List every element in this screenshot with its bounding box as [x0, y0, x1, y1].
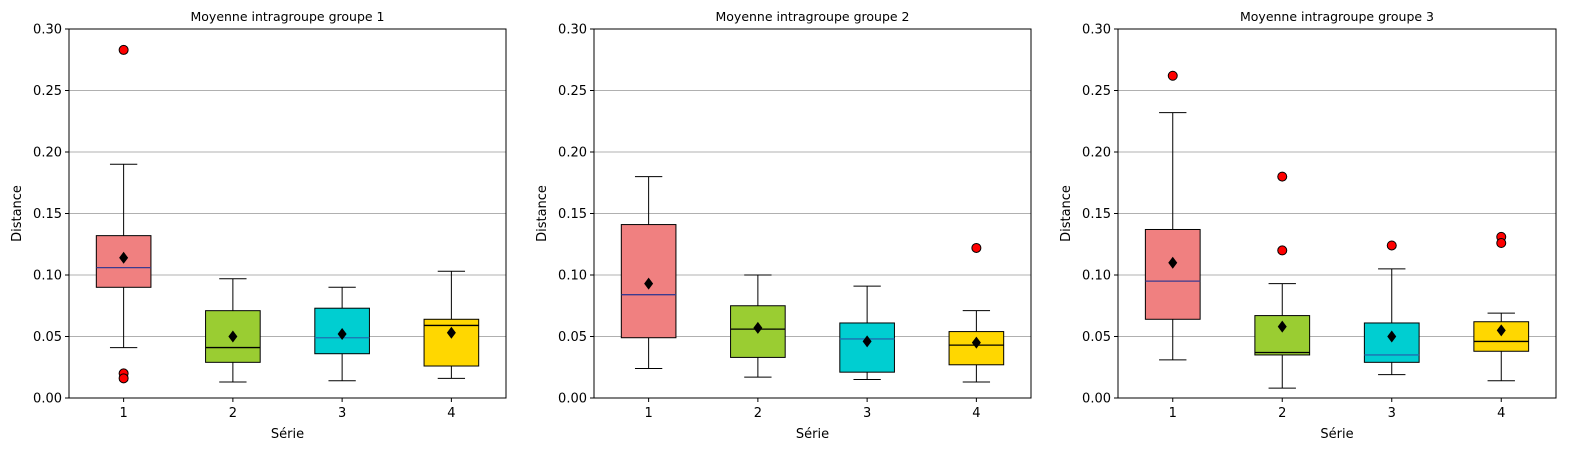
y-tick-label: 0.25	[33, 84, 62, 99]
y-tick-label: 0.00	[1082, 392, 1111, 407]
y-tick-label: 0.05	[558, 330, 587, 345]
y-axis-label: Distance	[10, 185, 25, 242]
box-series-4	[1473, 231, 1530, 382]
y-tick-label: 0.20	[558, 146, 587, 161]
box-series-1	[1144, 70, 1201, 361]
mean-marker	[1168, 256, 1178, 269]
outlier-point	[1277, 245, 1288, 256]
x-tick-label: 3	[1388, 406, 1396, 421]
x-tick-label: 2	[754, 406, 762, 421]
box-series-3	[839, 285, 895, 381]
y-tick-label: 0.30	[33, 23, 62, 38]
mean-marker	[862, 335, 872, 348]
mean-marker	[753, 321, 763, 334]
x-axis-label: Série	[271, 427, 304, 442]
box	[423, 318, 480, 367]
x-tick-label: 3	[338, 406, 346, 421]
outlier-point	[971, 242, 982, 253]
y-axis-label: Distance	[535, 185, 550, 242]
x-tick-label: 1	[119, 406, 127, 421]
box	[1144, 228, 1201, 320]
x-axis-label: Série	[796, 427, 829, 442]
y-tick-label: 0.10	[1082, 269, 1111, 284]
box	[839, 322, 895, 373]
chart-panel-3: 0.00 0.05 0.10 0.15 0.20 0.25 0.30 1 2 3 4 Moyenne …	[1059, 9, 1557, 442]
box-series-1	[95, 44, 152, 384]
x-tick-label: 1	[1169, 406, 1177, 421]
outlier-point	[1167, 70, 1178, 81]
mean-marker	[1496, 324, 1506, 337]
y-tick-label: 0.05	[33, 330, 62, 345]
outlier-point	[118, 44, 129, 55]
outlier-point	[1277, 171, 1288, 182]
x-axis-label: Série	[1320, 427, 1353, 442]
box-series-3	[1363, 240, 1420, 376]
y-tick-label: 0.15	[558, 207, 587, 222]
box	[1363, 322, 1420, 363]
mean-marker	[1277, 320, 1287, 333]
y-tick-label: 0.10	[33, 269, 62, 284]
outlier-point	[1386, 240, 1397, 251]
y-tick-label: 0.15	[33, 207, 62, 222]
chart-title: Moyenne intragroupe groupe 1	[190, 9, 384, 24]
y-tick-label: 0.10	[558, 269, 587, 284]
box-series-2	[730, 274, 786, 378]
y-tick-label: 0.00	[33, 392, 62, 407]
box-series-3	[314, 286, 370, 382]
y-tick-label: 0.30	[558, 23, 587, 38]
plot-frame	[1117, 28, 1557, 399]
y-tick-label: 0.05	[1082, 330, 1111, 345]
box-series-1	[620, 176, 677, 369]
y-axis-label: Distance	[1059, 185, 1074, 242]
box-series-4	[423, 270, 480, 379]
x-tick-label: 2	[1278, 406, 1286, 421]
mean-marker	[644, 277, 654, 290]
chart-panel-2: 0.00 0.05 0.10 0.15 0.20 0.25 0.30 1 2 3 4 Moyenne …	[535, 9, 1032, 442]
x-tick-label: 4	[447, 406, 455, 421]
mean-marker	[119, 251, 129, 264]
mean-marker	[337, 328, 347, 341]
y-tick-label: 0.20	[1082, 146, 1111, 161]
chart-panel-1: 0.00 0.05 0.10 0.15 0.20 0.25 0.30 1 2 3 4 Moyenne …	[10, 9, 507, 442]
mean-marker	[446, 326, 456, 339]
x-tick-label: 2	[229, 406, 237, 421]
box-series-4	[948, 242, 1005, 383]
plot-frame	[593, 28, 1032, 399]
box-series-2	[205, 278, 261, 383]
y-tick-label: 0.30	[1082, 23, 1111, 38]
y-tick-label: 0.20	[33, 146, 62, 161]
y-tick-label: 0.00	[558, 392, 587, 407]
x-tick-label: 1	[644, 406, 652, 421]
x-tick-label: 3	[863, 406, 871, 421]
y-tick-label: 0.25	[1082, 84, 1111, 99]
box-series-2	[1254, 171, 1311, 389]
mean-marker	[971, 336, 981, 349]
outlier-point	[118, 373, 129, 384]
chart-title: Moyenne intragroupe groupe 3	[1240, 9, 1434, 24]
plot-frame	[68, 28, 507, 399]
outlier-point	[1496, 238, 1507, 249]
chart-title: Moyenne intragroupe groupe 2	[715, 9, 909, 24]
x-tick-label: 4	[972, 406, 980, 421]
mean-marker	[228, 330, 238, 343]
y-tick-label: 0.25	[558, 84, 587, 99]
y-tick-label: 0.15	[1082, 207, 1111, 222]
box	[314, 307, 370, 355]
mean-marker	[1387, 330, 1397, 343]
x-tick-label: 4	[1497, 406, 1505, 421]
